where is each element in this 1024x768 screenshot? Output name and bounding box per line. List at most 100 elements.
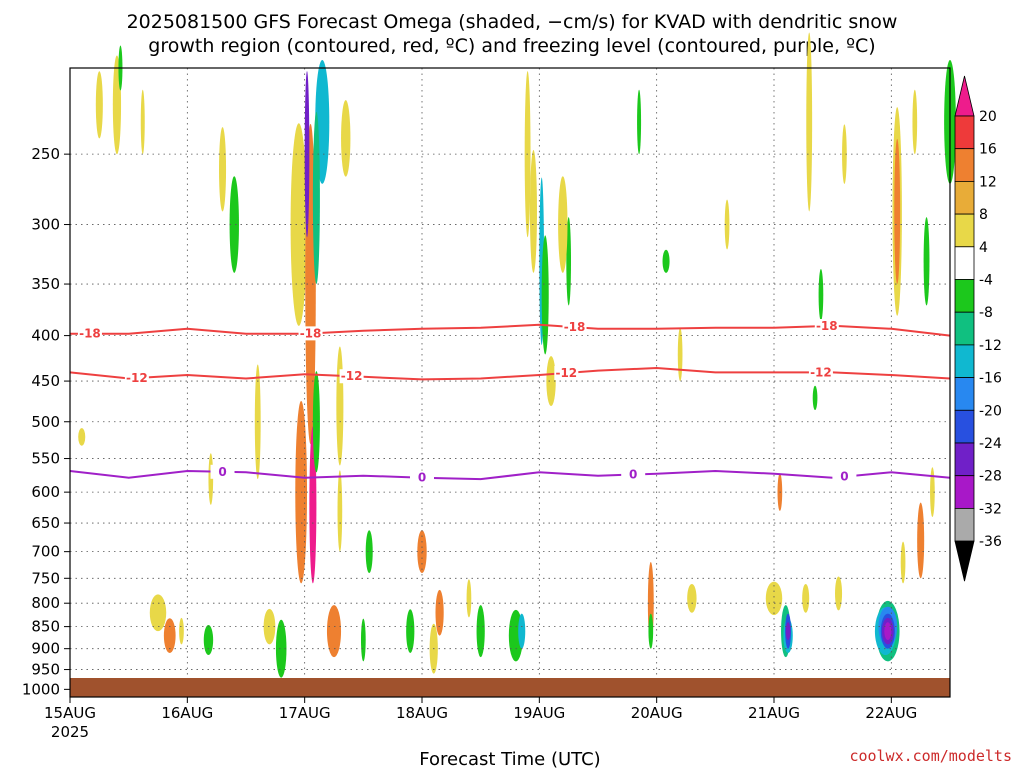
shade-blob <box>558 176 568 273</box>
colorbar-swatch <box>954 246 975 280</box>
shade-blob <box>818 269 824 321</box>
colorbar-swatch <box>954 148 975 182</box>
shade-blob <box>336 346 344 466</box>
plot-frame <box>69 67 951 698</box>
contour-label: -12 <box>555 366 577 380</box>
colorbar-swatch <box>954 377 975 411</box>
x-axis-ticks: 15AUG 16AUG 17AUG 18AUG 19AUG 20AUG 21AUG 22AUG <box>44 697 917 722</box>
contour-label-bg <box>298 326 323 341</box>
shade-blob <box>341 100 351 177</box>
colorbar-swatch <box>954 442 975 477</box>
y-tick-label: 950 <box>31 661 60 679</box>
y-tick-label: 600 <box>31 483 60 501</box>
contour-label-bg <box>124 371 149 386</box>
shade-blob <box>785 622 791 641</box>
shade-blob <box>923 217 930 306</box>
colorbar-label: 16 <box>979 142 997 158</box>
colorbar-label: 20 <box>979 109 997 125</box>
shade-blob <box>140 89 145 155</box>
shade-blob <box>812 385 818 410</box>
y-tick-label: 250 <box>31 145 60 163</box>
shade-blob <box>208 453 214 505</box>
colorbar-swatch <box>954 409 975 444</box>
colorbar-label: -16 <box>979 371 1002 387</box>
x-year-label: 2025 <box>51 723 89 741</box>
x-tick-label: 18AUG <box>396 704 448 722</box>
contour-label-bg <box>554 366 579 381</box>
contour-label: 0 <box>418 471 426 485</box>
shade-blob <box>435 589 444 636</box>
y-tick-label: 1000 <box>22 680 60 698</box>
colorbar-bottom-arrow <box>954 540 975 582</box>
x-tick-label: 17AUG <box>279 704 331 722</box>
x-tick-label: 16AUG <box>161 704 213 722</box>
contour-label-bg <box>210 464 235 479</box>
shade-blob <box>179 617 184 645</box>
shade-blob <box>541 235 549 355</box>
x-tick-label: 19AUG <box>513 704 565 722</box>
y-tick-label: 300 <box>31 216 60 234</box>
chart-title-line1: 2025081500 GFS Forecast Omega (shaded, −… <box>127 11 898 33</box>
y-tick-label: 650 <box>31 514 60 532</box>
credit-text: coolwx.com/modelts <box>849 747 1012 765</box>
shade-blob <box>406 609 415 653</box>
contour-label: 0 <box>840 470 848 484</box>
shade-blob <box>312 111 320 285</box>
shade-blob <box>219 127 227 212</box>
shade-blob <box>835 576 843 611</box>
colorbar-label: -8 <box>979 305 993 321</box>
colorbar-swatch <box>954 344 975 378</box>
contour-label: -12 <box>341 369 363 383</box>
shade-blob <box>312 371 320 473</box>
y-tick-label: 550 <box>31 450 60 468</box>
contour-label-bg <box>562 320 587 335</box>
y-tick-label: 350 <box>31 275 60 293</box>
shade-blob <box>765 581 783 616</box>
y-tick-label: 750 <box>31 569 60 587</box>
contour-label: 0 <box>218 465 226 479</box>
colorbar-swatch <box>954 475 975 509</box>
shade-blob <box>917 502 925 579</box>
x-tick-label: 21AUG <box>748 704 800 722</box>
contour-label-bg <box>410 470 434 485</box>
colorbar-label: -36 <box>979 534 1002 550</box>
shade-blob <box>95 71 103 139</box>
colorbar-label: -32 <box>979 501 1002 517</box>
x-tick-label: 20AUG <box>631 704 683 722</box>
shade-blob <box>648 613 654 649</box>
colorbar-swatch <box>954 507 975 542</box>
shade-blob <box>566 217 572 306</box>
y-axis-ticks: 250 300 350 400 450 500 550 600 650 700 750 800 850 9… <box>22 145 70 698</box>
contour-label: -18 <box>300 326 322 340</box>
ground-band <box>70 678 950 697</box>
x-axis-label: Forecast Time (UTC) <box>419 749 600 768</box>
colorbar-label: -12 <box>979 338 1002 354</box>
shade-blob <box>365 530 373 574</box>
omega-shading <box>78 32 956 678</box>
shade-blob <box>476 605 485 658</box>
shade-blob <box>275 619 287 678</box>
contour-label: -18 <box>79 327 101 341</box>
contour-label-bg <box>808 365 833 380</box>
shade-blob <box>163 618 176 653</box>
shade-blob <box>637 89 642 155</box>
colorbar-swatch <box>954 279 975 313</box>
y-tick-label: 450 <box>31 372 60 390</box>
shade-blob <box>337 470 343 552</box>
plot-background <box>70 68 950 697</box>
colorbar-label: 8 <box>979 207 988 223</box>
shade-blob <box>930 467 935 518</box>
y-tick-label: 900 <box>31 640 60 658</box>
shade-blob <box>894 138 901 285</box>
colorbar-label: 12 <box>979 174 997 190</box>
colorbar-swatch <box>954 115 975 150</box>
x-tick-label: 15AUG <box>44 704 96 722</box>
shade-blob <box>842 124 847 184</box>
colorbar-swatch <box>954 213 975 248</box>
contour-line <box>69 366 951 381</box>
shade-blob <box>546 356 556 406</box>
shade-blob <box>806 32 813 212</box>
y-tick-label: 500 <box>31 413 60 431</box>
shade-blob <box>724 199 730 250</box>
